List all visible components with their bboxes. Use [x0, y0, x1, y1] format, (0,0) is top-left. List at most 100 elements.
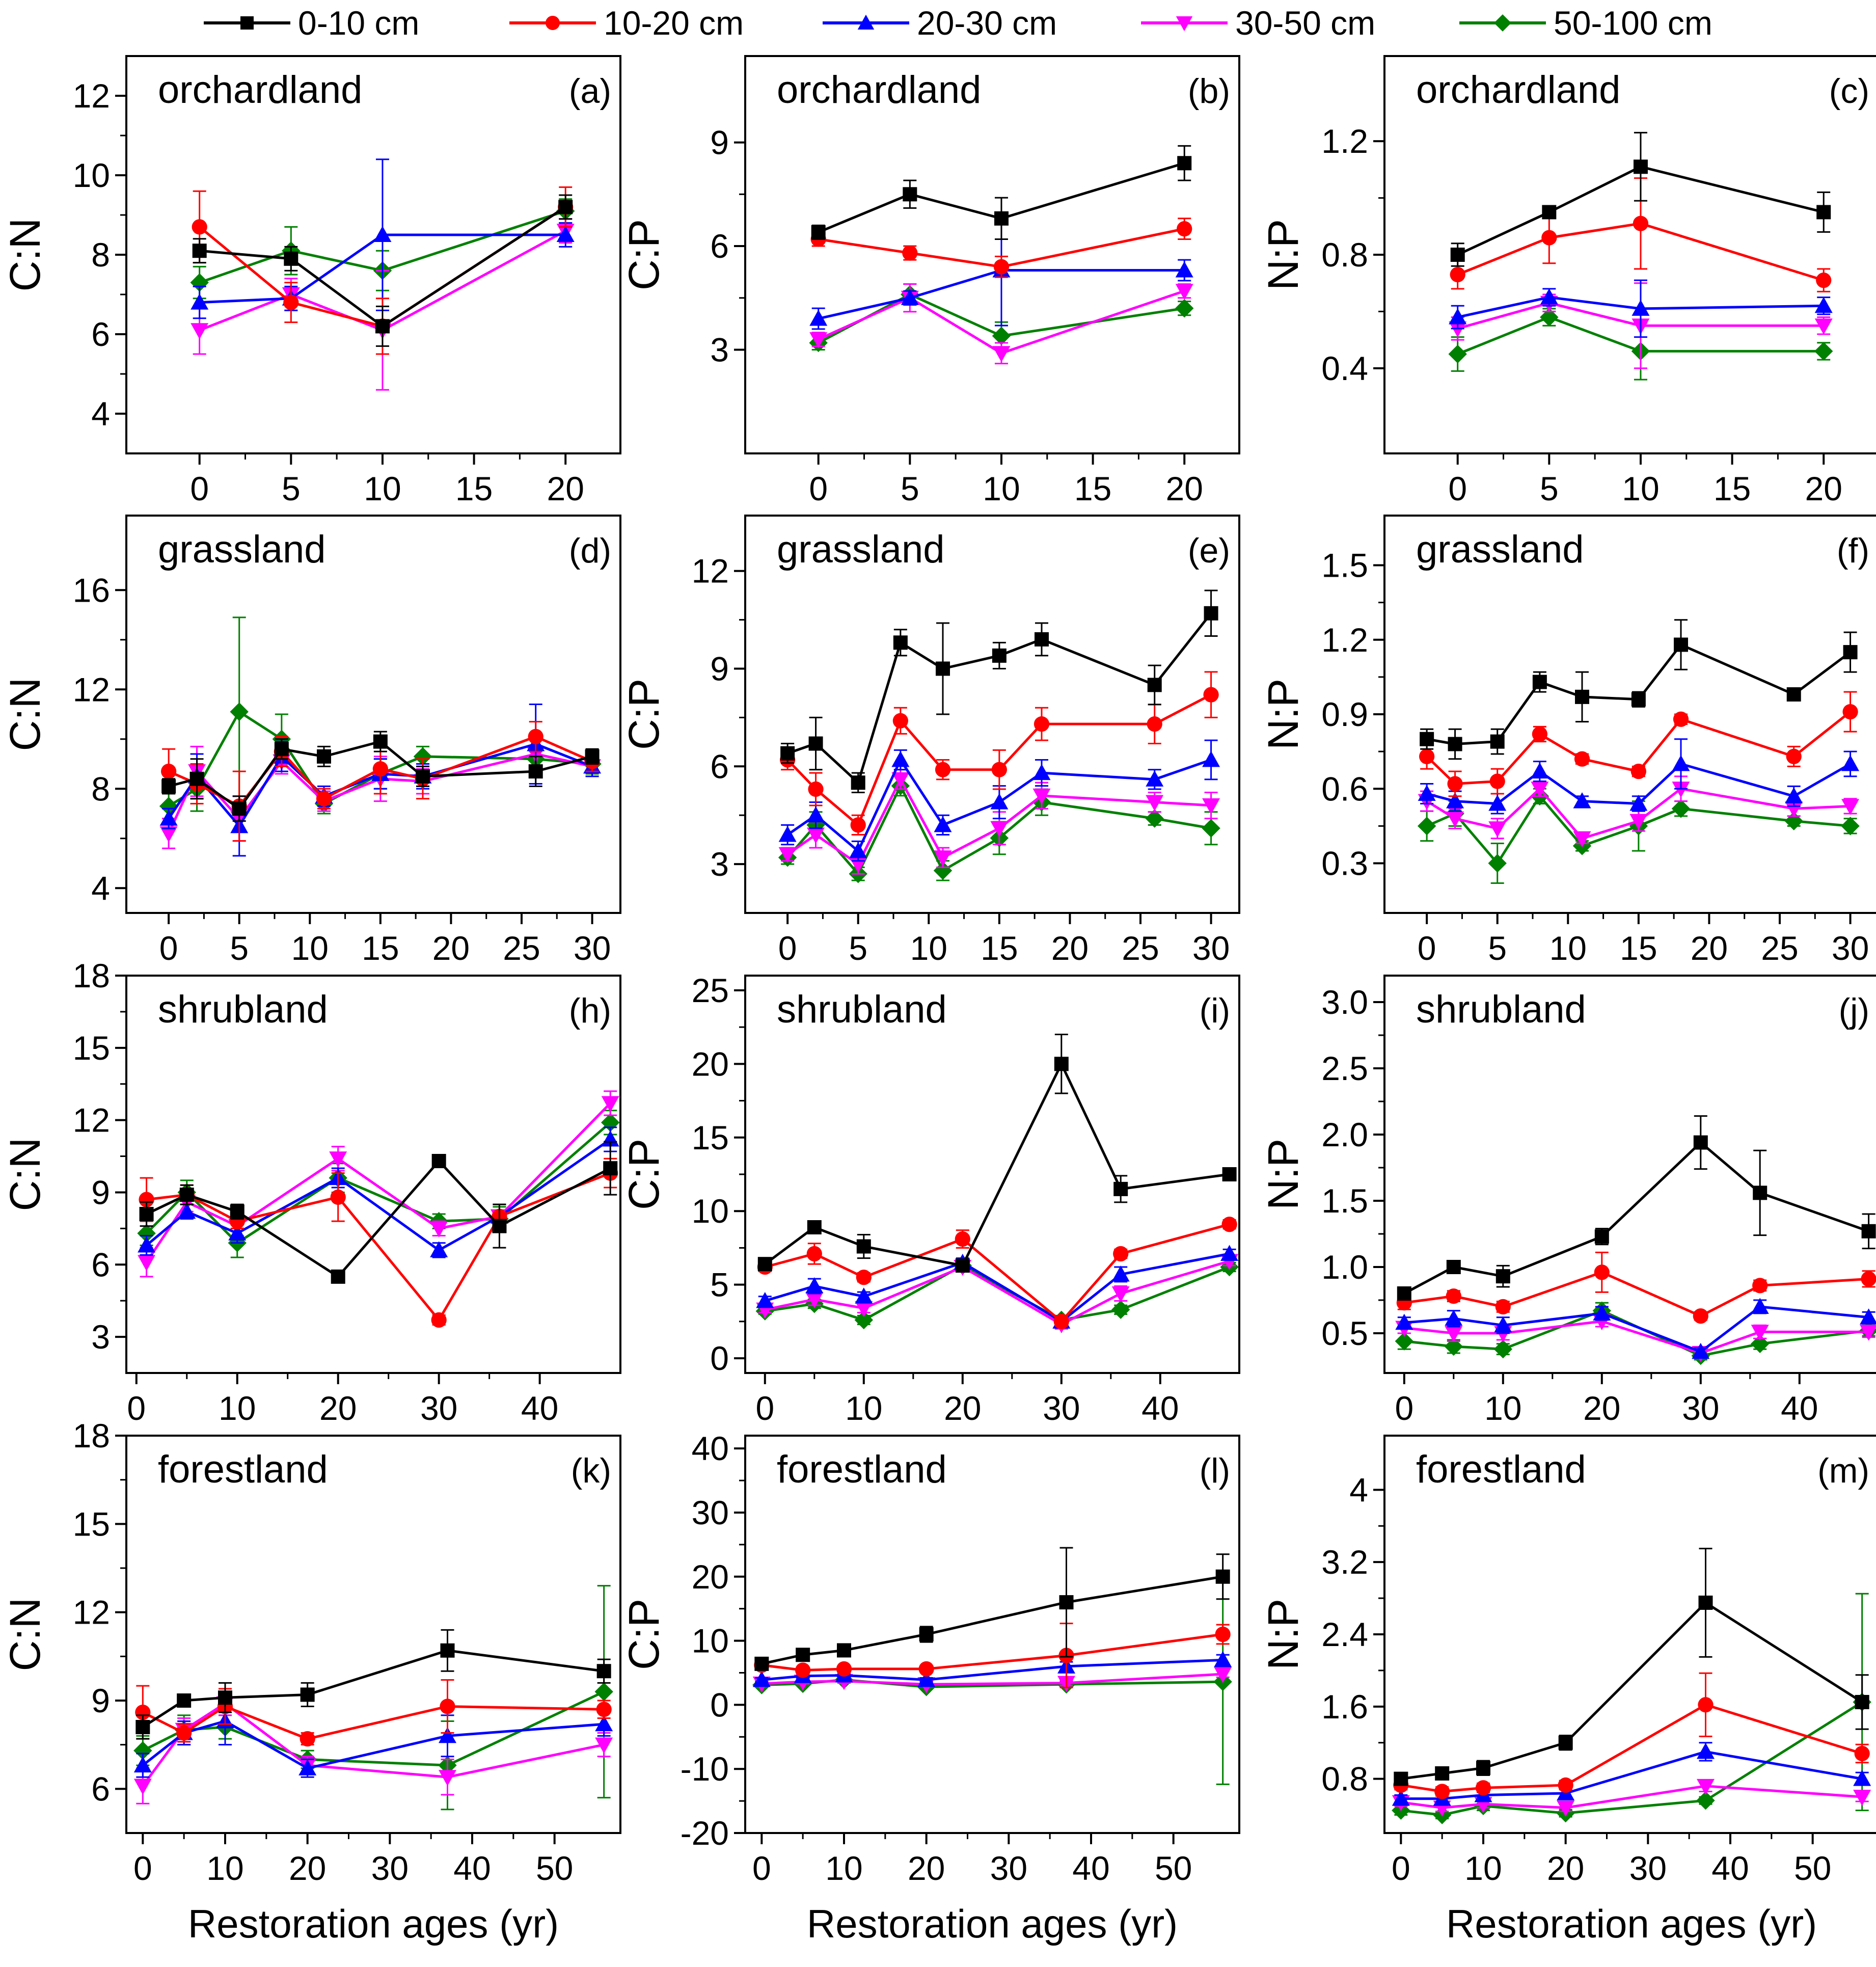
series-line — [818, 227, 1185, 268]
data-point — [1751, 1298, 1769, 1314]
x-tick-label: 30 — [1629, 1849, 1667, 1887]
panel-e: 0 5 10 15 20 25 30 3 6 9 12 C:P grassland (e) — [620, 515, 1240, 967]
panel-label: (c) — [1829, 72, 1869, 111]
data-point — [137, 1224, 156, 1243]
series-0-10-cm — [754, 1547, 1230, 1671]
panel-k: 0 10 20 30 40 50 6 9 12 15 18 C:N forestland (k) Resto… — [1, 1417, 621, 1946]
data-point — [1175, 261, 1193, 278]
data-point — [594, 1682, 613, 1701]
data-point — [891, 751, 910, 767]
series-0-10-cm — [811, 145, 1192, 240]
x-tick-label: 5 — [901, 470, 919, 507]
x-tick-label: 20 — [289, 1849, 326, 1887]
data-point — [1629, 814, 1648, 830]
panel-b: 0 5 10 15 20 3 6 9 C:P orchardland (b) — [620, 55, 1240, 507]
y-tick-label: 6 — [710, 227, 729, 265]
data-point — [1693, 1135, 1708, 1150]
data-point — [191, 293, 209, 310]
data-point — [849, 842, 867, 858]
x-tick-label: 40 — [453, 1849, 491, 1887]
data-point — [1853, 1770, 1871, 1786]
panel-label: (a) — [569, 72, 611, 111]
x-tick-label: 0 — [1392, 1849, 1410, 1887]
x-tick-label: 5 — [282, 470, 301, 507]
legend-label: 30-50 cm — [1235, 4, 1375, 42]
data-point — [528, 729, 543, 744]
data-point — [133, 1741, 152, 1760]
plot-frame — [1383, 975, 1876, 1374]
data-point — [1532, 675, 1547, 689]
data-point — [1785, 787, 1803, 803]
data-point — [1692, 1342, 1710, 1359]
series-line — [1400, 1703, 1863, 1793]
data-point — [1593, 1304, 1611, 1321]
x-tick-label: 40 — [521, 1389, 558, 1427]
series-20-30-cm — [1449, 279, 1833, 338]
y-tick-label: 6 — [91, 1246, 110, 1283]
series-0-10-cm — [757, 1034, 1237, 1273]
data-point — [1532, 726, 1547, 742]
data-point — [1450, 248, 1465, 262]
x-tick-label: 20 — [1583, 1389, 1620, 1427]
data-point — [430, 1241, 448, 1257]
data-point — [1816, 205, 1831, 220]
x-tick-label: 50 — [1794, 1849, 1831, 1887]
series-30-50-cm — [1418, 775, 1860, 848]
y-axis-title: C:N — [1, 1138, 49, 1211]
data-point — [808, 781, 824, 797]
data-point — [1558, 1777, 1573, 1793]
x-tick-label: 20 — [319, 1389, 357, 1427]
data-point — [1397, 1286, 1411, 1301]
data-point — [1814, 297, 1833, 313]
data-point — [1204, 606, 1218, 621]
data-point — [1540, 288, 1558, 305]
y-tick-label: 6 — [91, 1770, 110, 1808]
data-point — [192, 219, 207, 235]
x-tick-label: 5 — [230, 929, 249, 967]
y-tick-label: 3 — [710, 845, 729, 883]
x-tick-label: 50 — [1155, 1849, 1192, 1887]
series-10-20-cm — [780, 671, 1219, 836]
data-point — [1493, 1340, 1512, 1359]
x-tick-label: 25 — [1761, 929, 1798, 967]
x-tick-label: 25 — [1122, 929, 1159, 967]
x-tick-label: 15 — [1620, 929, 1657, 967]
y-tick-label: 30 — [692, 1494, 729, 1531]
data-point — [1446, 1260, 1461, 1274]
y-tick-label: 0.4 — [1321, 349, 1368, 387]
series-20-30-cm — [778, 739, 1220, 862]
series-20-30-cm — [138, 1126, 619, 1258]
data-point — [809, 309, 828, 326]
x-tick-label: 20 — [1691, 929, 1728, 967]
data-point — [1854, 1745, 1870, 1762]
x-tick-label: 30 — [1832, 929, 1869, 967]
x-tick-label: 20 — [1805, 470, 1842, 507]
data-point — [1853, 1790, 1871, 1806]
y-axis-title: C:P — [620, 679, 668, 750]
data-point — [373, 226, 392, 242]
data-point — [1752, 1278, 1768, 1294]
data-point — [178, 1202, 196, 1219]
data-point — [893, 635, 908, 650]
data-point — [1488, 854, 1507, 873]
data-point — [1175, 284, 1193, 300]
data-point — [1203, 687, 1219, 703]
panel-label: (e) — [1188, 531, 1230, 570]
series-line — [1404, 1305, 1869, 1353]
y-tick-label: 6 — [91, 315, 110, 353]
data-point — [1446, 1288, 1461, 1304]
y-tick-label: 18 — [73, 957, 110, 994]
x-tick-label: 5 — [1540, 470, 1559, 507]
x-tick-label: 30 — [574, 929, 611, 967]
series-0-10-cm — [1394, 1548, 1869, 1786]
data-point — [1147, 678, 1162, 692]
x-tick-label: 10 — [206, 1849, 243, 1887]
y-tick-label: 6 — [710, 747, 729, 785]
series-line — [818, 269, 1185, 320]
legend-label: 20-30 cm — [917, 4, 1057, 42]
data-point — [796, 1648, 810, 1662]
x-tick-label: 0 — [755, 1389, 774, 1427]
data-point — [1557, 1800, 1575, 1817]
y-tick-label: 0.9 — [1321, 695, 1368, 733]
plot-frame — [744, 1435, 1240, 1834]
